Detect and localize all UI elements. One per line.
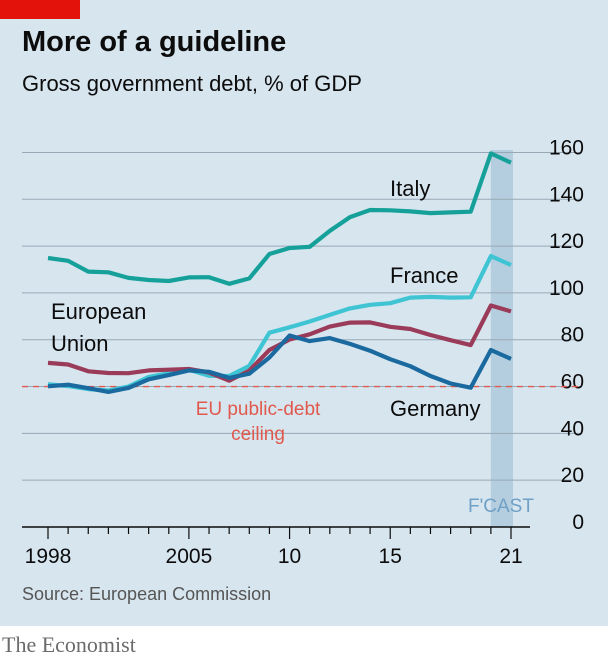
forecast-label: F'CAST [468, 496, 534, 517]
y-tick-label-20: 20 [561, 464, 584, 487]
series-label-italy: Italy [390, 176, 430, 201]
y-tick-label-140: 140 [549, 183, 584, 206]
x-tick-label-2005: 2005 [166, 545, 213, 568]
chart-subtitle: Gross government debt, % of GDP [22, 71, 362, 96]
series-lines [47, 151, 512, 394]
source-note: Source: European Commission [22, 584, 272, 604]
y-tick-label-120: 120 [549, 230, 584, 253]
y-tick-label-80: 80 [561, 324, 584, 347]
series-line-germany [47, 333, 512, 394]
x-tick-label-1998: 1998 [25, 545, 72, 568]
ceiling-label-line2: ceiling [231, 424, 285, 445]
ceiling-label-line1: EU public-debt [196, 399, 321, 420]
series-line-italy [47, 151, 512, 286]
x-tick-label-2015: 15 [379, 545, 402, 568]
y-tick-label-0: 0 [572, 511, 584, 534]
x-axis: 1998 2005 10 15 21 [22, 526, 530, 568]
y-tick-label-40: 40 [561, 417, 584, 440]
series-label-germany: Germany [390, 396, 480, 421]
x-tick-label-2010: 10 [278, 545, 301, 568]
series-label-eu-line1: European [51, 299, 146, 324]
y-tick-label-160: 160 [549, 136, 584, 159]
forecast-band [490, 150, 513, 527]
y-tick-label-100: 100 [549, 277, 584, 300]
brand-wordmark: The Economist [2, 632, 136, 657]
forecast-band-group [490, 150, 513, 527]
y-tick-labels: 0 20 40 60 80 100 120 140 160 [549, 136, 584, 534]
y-tick-label-60: 60 [561, 371, 584, 394]
line-chart: 0 20 40 60 80 100 120 140 160 1998 2005 10 15 21 Ita… [22, 136, 584, 568]
chart-title: More of a guideline [22, 26, 287, 58]
x-tick-label-2021: 21 [499, 545, 522, 568]
series-label-eu-line2: Union [51, 331, 108, 356]
series-label-france: France [390, 263, 458, 288]
brand-red-tab [0, 0, 80, 19]
